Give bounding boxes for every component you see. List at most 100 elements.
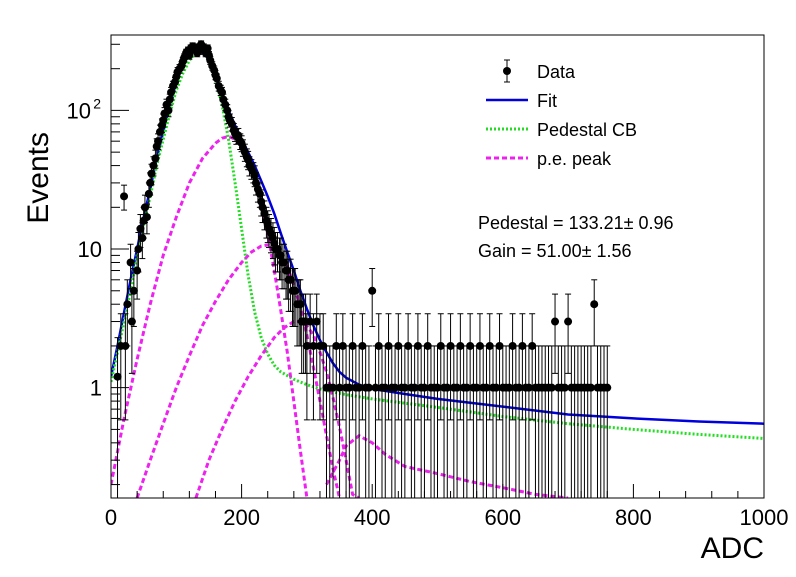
data-marker	[302, 341, 311, 350]
data-marker	[368, 286, 377, 295]
y-tick-label: 1	[90, 376, 102, 401]
data-marker	[319, 341, 328, 350]
data-marker	[154, 137, 163, 146]
data-marker	[364, 383, 373, 392]
data-marker	[250, 171, 259, 180]
data-marker	[423, 341, 432, 350]
data-marker	[309, 341, 318, 350]
data-marker	[185, 51, 194, 60]
x-axis-title: ADC	[701, 532, 764, 565]
legend-label: Pedestal CB	[537, 120, 637, 140]
data-marker	[391, 383, 400, 392]
data-point	[590, 279, 599, 347]
data-marker	[144, 189, 153, 198]
data-marker	[276, 251, 285, 260]
data-marker	[218, 88, 227, 97]
legend-item-pedestal: Pedestal CB	[486, 120, 637, 140]
data-marker	[495, 341, 504, 350]
data-point	[433, 345, 442, 498]
x-tick-label: 200	[223, 505, 260, 530]
data-marker	[146, 178, 155, 187]
data-marker	[394, 341, 403, 350]
data-point	[338, 313, 347, 421]
data-marker	[164, 106, 173, 115]
data-marker	[560, 383, 569, 392]
data-marker	[586, 383, 595, 392]
data-point	[524, 345, 533, 498]
data-point	[123, 279, 132, 347]
data-point	[120, 184, 129, 211]
data-point	[466, 313, 475, 421]
series-p-e-peak-3	[111, 134, 309, 498]
data-marker	[524, 383, 533, 392]
data-marker	[348, 341, 357, 350]
data-marker	[142, 213, 151, 222]
data-point	[302, 313, 311, 421]
x-tick-label: 600	[484, 505, 521, 530]
data-marker	[505, 383, 514, 392]
legend-item-data: Data	[503, 59, 576, 83]
data-marker	[384, 341, 393, 350]
data-point	[472, 345, 481, 498]
legend: Data Fit Pedestal CB p.e. peak	[486, 59, 637, 169]
data-point	[560, 345, 569, 498]
x-tick-label: 400	[354, 505, 391, 530]
data-marker	[518, 341, 527, 350]
data-marker	[127, 317, 136, 326]
data-marker	[475, 341, 484, 350]
data-marker	[564, 317, 573, 326]
data-marker	[255, 189, 264, 198]
data-point	[518, 313, 527, 421]
data-point	[319, 313, 328, 421]
data-point	[495, 313, 504, 421]
x-tick-label: 1000	[740, 505, 789, 530]
series-p-e-peak-4	[135, 243, 341, 498]
data-marker	[410, 383, 419, 392]
data-point	[309, 313, 318, 421]
data-marker	[332, 341, 341, 350]
data-point	[164, 104, 173, 118]
data-point	[329, 345, 338, 498]
data-marker	[203, 44, 212, 53]
data-marker	[446, 341, 455, 350]
data-marker	[453, 383, 462, 392]
data-points	[113, 40, 612, 498]
data-marker	[133, 266, 142, 275]
data-marker	[129, 286, 138, 295]
data-point	[508, 313, 517, 421]
data-point	[551, 293, 560, 374]
legend-item-fit: Fit	[486, 91, 557, 111]
data-point	[129, 268, 138, 327]
data-point	[332, 313, 341, 421]
data-marker	[472, 383, 481, 392]
data-marker	[515, 383, 524, 392]
data-marker	[603, 383, 612, 392]
x-tick-label: 800	[615, 505, 652, 530]
y-axis-title: Events	[22, 132, 55, 224]
data-marker	[165, 95, 174, 104]
data-marker	[338, 341, 347, 350]
data-point	[364, 345, 373, 498]
data-marker	[508, 341, 517, 350]
data-point	[436, 313, 445, 421]
data-point	[113, 337, 122, 498]
data-point	[384, 313, 393, 421]
data-marker	[436, 341, 445, 350]
data-marker	[371, 383, 380, 392]
data-point	[400, 345, 409, 498]
y-tick-label: 10	[78, 237, 102, 262]
data-point	[413, 313, 422, 421]
legend-label: Data	[537, 62, 576, 82]
data-marker	[456, 341, 465, 350]
data-marker	[482, 383, 491, 392]
series-p-e-peak-6	[325, 433, 569, 498]
data-marker	[466, 341, 475, 350]
data-point	[485, 313, 494, 421]
data-marker	[443, 383, 452, 392]
data-marker	[462, 383, 471, 392]
y-tick-label: 10	[67, 98, 91, 123]
data-marker	[329, 383, 338, 392]
data-point	[475, 313, 484, 421]
